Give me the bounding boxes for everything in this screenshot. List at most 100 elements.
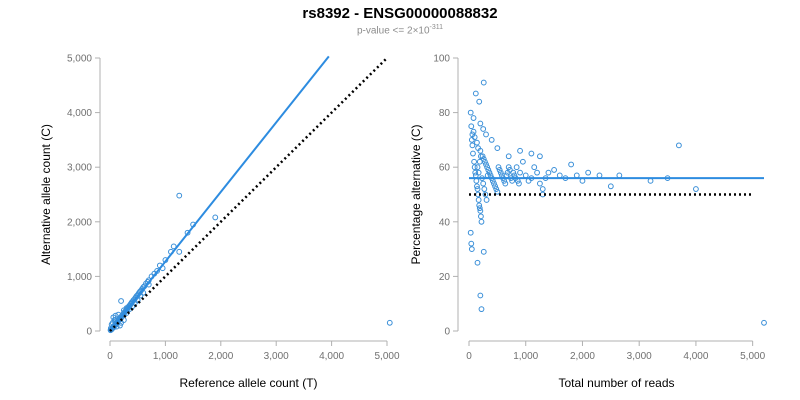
right-data-point	[585, 169, 592, 176]
left-data-point	[115, 311, 122, 318]
right-data-point	[505, 153, 512, 160]
left-reference-line	[109, 57, 388, 332]
right-data-point	[476, 202, 483, 209]
right-data-point	[519, 158, 526, 165]
right-data-point	[483, 197, 490, 203]
right-data-point	[476, 98, 483, 105]
right-y-tick-label: 100	[433, 54, 450, 65]
left-y-tick-label: 2,000	[67, 217, 92, 228]
left-y-tick-label: 4,000	[67, 108, 92, 119]
right-data-point	[479, 153, 486, 160]
right-data-point	[497, 169, 504, 176]
left-x-tick-label: 0	[107, 351, 113, 362]
right-data-point	[528, 150, 535, 157]
left-y-tick-label: 0	[86, 327, 92, 338]
right-x-tick-label: 5,000	[740, 351, 765, 362]
right-data-point	[474, 259, 481, 266]
right-data-point	[470, 150, 476, 157]
left-data-point	[118, 298, 124, 304]
right-data-point	[517, 169, 523, 176]
right-data-point	[474, 164, 481, 171]
right-y-tick-label: 0	[444, 327, 450, 338]
right-data-point	[467, 109, 474, 116]
right-data-point	[502, 180, 509, 187]
right-data-point	[522, 172, 529, 179]
left-x-tick-label: 1,000	[153, 351, 178, 362]
right-data-point	[484, 164, 491, 171]
left-data-point	[176, 248, 183, 255]
right-data-point	[495, 164, 502, 171]
right-data-point	[483, 161, 489, 168]
right-data-point	[676, 142, 682, 149]
right-data-point	[468, 123, 475, 130]
right-data-point	[537, 180, 543, 187]
right-data-point	[476, 205, 483, 212]
right-data-point	[468, 240, 475, 247]
right-data-point	[471, 158, 478, 165]
right-data-point	[510, 169, 517, 176]
right-data-point	[545, 169, 552, 176]
right-data-point	[469, 142, 476, 149]
right-x-tick-label: 1,000	[513, 351, 538, 362]
right-data-point	[539, 186, 546, 192]
right-data-point	[478, 218, 485, 225]
left-x-axis-title: Reference allele count (T)	[179, 376, 317, 390]
left-y-tick-label: 1,000	[67, 272, 92, 283]
right-data-point	[470, 128, 477, 135]
right-data-point	[480, 126, 487, 132]
right-x-tick-label: 2,000	[570, 351, 595, 362]
right-y-tick-label: 40	[439, 217, 451, 228]
left-fit-line	[109, 55, 330, 332]
right-data-point	[607, 183, 614, 190]
right-data-point	[537, 153, 543, 160]
right-data-point	[531, 164, 538, 171]
right-data-point	[516, 180, 522, 187]
left-data-point	[386, 319, 393, 326]
left-y-axis-title: Alternative allele count (C)	[39, 124, 53, 265]
right-data-point	[477, 147, 484, 154]
left-x-tick-label: 5,000	[374, 351, 399, 362]
left-data-point	[170, 243, 177, 250]
right-data-point	[491, 180, 497, 187]
right-data-point	[472, 169, 479, 176]
right-data-point	[647, 177, 654, 184]
left-data-point	[176, 192, 183, 199]
right-data-point	[761, 319, 767, 326]
right-data-point	[477, 120, 484, 127]
right-data-point	[556, 172, 563, 179]
right-data-point	[505, 164, 512, 171]
right-data-point	[494, 145, 501, 151]
right-data-point	[493, 186, 500, 192]
right-data-point	[473, 177, 480, 184]
right-data-point	[475, 169, 482, 176]
right-x-tick-label: 4,000	[683, 351, 708, 362]
right-data-point	[467, 229, 474, 236]
right-data-point	[568, 161, 575, 168]
left-x-tick-label: 2,000	[208, 351, 233, 362]
right-x-tick-label: 0	[466, 351, 472, 362]
left-data-point	[117, 322, 123, 329]
right-data-point	[472, 90, 479, 97]
right-data-point	[477, 292, 484, 299]
right-data-point	[480, 180, 487, 187]
right-y-tick-label: 60	[439, 163, 451, 174]
right-data-point	[496, 167, 503, 173]
chart-subtitle: p-value <= 2×10-311	[0, 24, 800, 36]
left-x-tick-label: 4,000	[319, 351, 344, 362]
right-data-point	[474, 183, 480, 190]
left-data-point	[212, 214, 219, 221]
right-data-point	[525, 177, 532, 184]
right-data-point	[476, 158, 483, 165]
right-data-point	[475, 197, 482, 203]
right-data-point	[506, 167, 513, 173]
chart-title: rs8392 - ENSG00000088832	[302, 5, 498, 22]
subtitle-exponent: -311	[429, 24, 444, 31]
right-x-axis-title: Total number of reads	[558, 376, 674, 390]
right-data-point	[478, 213, 484, 220]
right-data-point	[494, 188, 501, 195]
right-data-point	[471, 134, 478, 141]
left-y-tick-label: 5,000	[67, 54, 92, 65]
right-x-tick-label: 3,000	[627, 351, 652, 362]
right-data-point	[485, 167, 492, 173]
